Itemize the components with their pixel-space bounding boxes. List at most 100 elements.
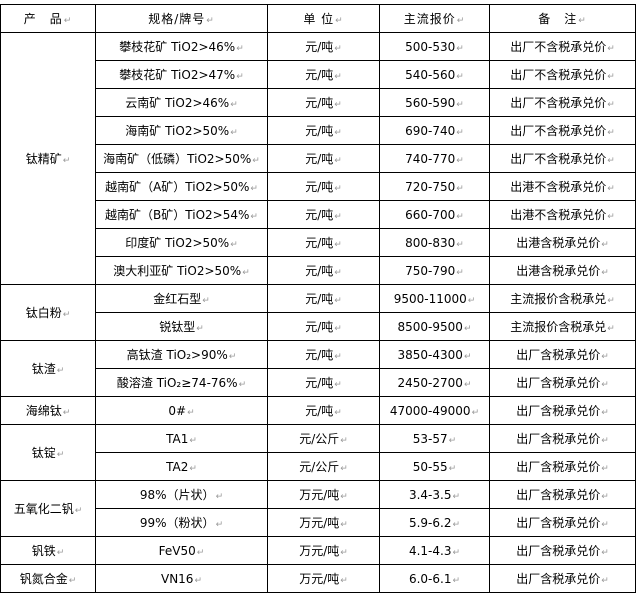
note-cell: 主流报价含税承兑 [489, 284, 636, 313]
header-spec: 规格/牌号 [95, 4, 268, 33]
unit-cell-text: 元/吨 [305, 376, 342, 390]
table-row: 越南矿（A矿）TiO2>50% 元/吨 720-750 出港不含税承兑价 [1, 172, 636, 201]
table-row: TA2 元/公斤 50-55 出厂含税承兑价 [1, 452, 636, 481]
table-row: 酸溶渣 TiO₂≥74-76% 元/吨 2450-2700 出厂含税承兑价 [1, 368, 636, 397]
price-cell: 690-740 [379, 116, 490, 145]
note-cell-text: 出厂含税承兑价 [516, 488, 609, 502]
price-cell: 3850-4300 [379, 340, 490, 369]
price-table: 产 品 规格/牌号 单 位 主流报价 备 注 钛精矿 攀枝花矿 TiO2>46% 元… [0, 4, 636, 593]
product-cell: 钛白粉 [0, 284, 96, 341]
price-cell-text: 500-530 [405, 40, 464, 54]
unit-cell-text: 元/吨 [305, 124, 342, 138]
spec-cell-text: 高钛渣 TiO₂>90% [127, 348, 237, 362]
unit-cell: 元/吨 [267, 368, 380, 397]
spec-cell: 0# [95, 396, 268, 425]
product-cell-text: 钛白粉 [26, 306, 71, 320]
spec-cell-text: 攀枝花矿 TiO2>47% [119, 68, 243, 82]
product-cell: 海绵钛 [0, 396, 96, 425]
price-cell: 47000-49000 [379, 396, 490, 425]
table-row: 澳大利亚矿 TiO2>50% 元/吨 750-790 出港含税承兑价 [1, 256, 636, 285]
spec-cell: 98%（片状） [95, 480, 268, 509]
unit-cell: 万元/吨 [267, 508, 380, 537]
note-cell: 出厂含税承兑价 [489, 536, 636, 565]
note-cell-text: 出厂含税承兑价 [516, 460, 609, 474]
spec-cell-text: 越南矿（A矿）TiO2>50% [105, 180, 258, 194]
unit-cell: 元/吨 [267, 284, 380, 313]
table-row: 锐钛型 元/吨 8500-9500 主流报价含税承兑 [1, 312, 636, 341]
table-row: 钒氮合金 VN16 万元/吨 6.0-6.1 出厂含税承兑价 [0, 564, 636, 593]
header-unit-text: 单 位 [303, 12, 343, 26]
note-cell-text: 出厂含税承兑价 [516, 516, 609, 530]
table-row: 钛渣 高钛渣 TiO₂>90% 元/吨 3850-4300 出厂含税承兑价 [0, 340, 636, 397]
product-cell: 钛精矿 [0, 32, 96, 285]
note-cell: 出港含税承兑价 [489, 256, 636, 285]
price-cell-text: 6.0-6.1 [409, 572, 460, 586]
header-unit: 单 位 [267, 4, 380, 33]
product-cell-text: 钒氮合金 [20, 572, 77, 586]
price-cell-text: 3.4-3.5 [409, 488, 460, 502]
spec-cell-text: FeV50 [159, 544, 205, 558]
note-cell-text: 出厂含税承兑价 [516, 348, 609, 362]
note-cell-text: 出厂不含税承兑价 [510, 40, 615, 54]
price-cell-text: 560-590 [405, 96, 464, 110]
unit-cell-text: 元/吨 [305, 320, 342, 334]
note-cell: 出厂含税承兑价 [489, 396, 636, 425]
price-cell-text: 740-770 [405, 152, 464, 166]
note-cell-text: 出厂含税承兑价 [516, 376, 609, 390]
price-cell: 4.1-4.3 [379, 536, 490, 565]
price-cell-text: 720-750 [405, 180, 464, 194]
unit-cell: 元/吨 [267, 396, 380, 425]
table-row: 99%（粉状） 万元/吨 5.9-6.2 出厂含税承兑价 [1, 508, 636, 537]
note-cell-text: 出厂含税承兑价 [516, 432, 609, 446]
table-row: 海绵钛 0# 元/吨 47000-49000 出厂含税承兑价 [0, 396, 636, 425]
spec-cell: 海南矿（低磷）TiO2>50% [95, 144, 268, 173]
header-product-text: 产 品 [24, 12, 73, 26]
price-cell-text: 2450-2700 [398, 376, 472, 390]
price-cell: 53-57 [379, 424, 490, 453]
note-cell-text: 出港含税承兑价 [516, 264, 609, 278]
unit-cell-text: 元/公斤 [299, 460, 348, 474]
spec-cell-text: 越南矿（B矿）TiO2>54% [105, 208, 258, 222]
note-cell: 出厂不含税承兑价 [489, 60, 636, 89]
unit-cell: 元/吨 [267, 88, 380, 117]
unit-cell: 元/吨 [267, 228, 380, 257]
spec-cell-text: 澳大利亚矿 TiO2>50% [113, 264, 249, 278]
spec-cell: TA1 [95, 424, 268, 453]
price-cell: 540-560 [379, 60, 490, 89]
table-row: 钛锭 TA1 元/公斤 53-57 出厂含税承兑价 [0, 424, 636, 481]
header-spec-text: 规格/牌号 [148, 12, 215, 26]
spec-cell-text: 锐钛型 [159, 320, 204, 334]
product-cell-text: 五氧化二钒 [14, 502, 83, 516]
product-cell-text: 海绵钛 [26, 404, 71, 418]
unit-cell-text: 元/吨 [305, 40, 342, 54]
spec-cell-text: TA2 [166, 460, 197, 474]
table-row: 五氧化二钒 98%（片状） 万元/吨 3.4-3.5 出厂含税承兑价 [0, 480, 636, 537]
spec-cell-text: TA1 [166, 432, 197, 446]
spec-cell: 攀枝花矿 TiO2>47% [95, 60, 268, 89]
unit-cell: 元/公斤 [267, 452, 380, 481]
product-cell-text: 钛渣 [32, 362, 65, 376]
note-cell: 主流报价含税承兑 [489, 312, 636, 341]
header-note-text: 备 注 [538, 12, 587, 26]
spec-cell-text: 98%（片状） [140, 488, 223, 502]
unit-cell: 万元/吨 [267, 564, 380, 593]
spec-cell: 海南矿 TiO2>50% [95, 116, 268, 145]
product-cell-text: 钛锭 [32, 446, 65, 460]
note-cell: 出厂含税承兑价 [489, 340, 636, 369]
spec-cell-text: 0# [168, 404, 194, 418]
table-row: 印度矿 TiO2>50% 元/吨 800-830 出港含税承兑价 [1, 228, 636, 257]
spec-cell: 云南矿 TiO2>46% [95, 88, 268, 117]
unit-cell: 元/吨 [267, 32, 380, 61]
product-cell: 五氧化二钒 [0, 480, 96, 537]
note-cell: 出厂不含税承兑价 [489, 88, 636, 117]
spec-cell: 99%（粉状） [95, 508, 268, 537]
note-cell-text: 主流报价含税承兑 [510, 320, 615, 334]
spec-cell-text: 印度矿 TiO2>50% [125, 236, 237, 250]
product-cell-text: 钛精矿 [26, 152, 71, 166]
price-cell: 50-55 [379, 452, 490, 481]
product-cell-text: 钒铁 [32, 544, 65, 558]
price-cell-text: 9500-11000 [394, 292, 476, 306]
spec-cell: 澳大利亚矿 TiO2>50% [95, 256, 268, 285]
unit-cell-text: 元/吨 [305, 404, 342, 418]
unit-cell: 元/公斤 [267, 424, 380, 453]
